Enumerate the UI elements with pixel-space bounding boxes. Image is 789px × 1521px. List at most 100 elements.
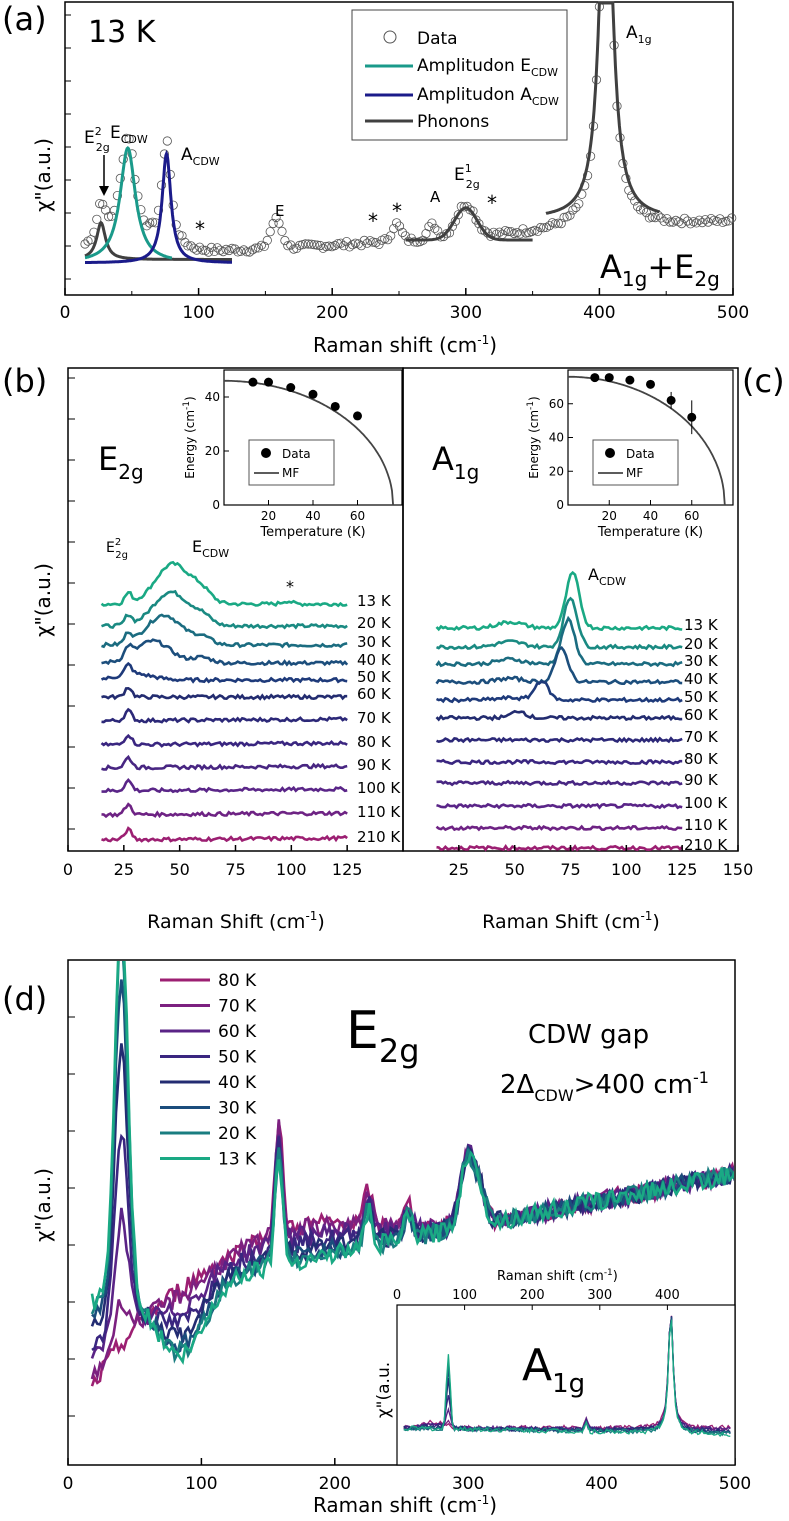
temp-label: 13 K: [684, 616, 719, 634]
inset-ylabel: Energy (cm-1): [182, 396, 197, 478]
inset-data-point: [330, 401, 340, 411]
panel-c-xlabel: Raman Shift (cm-1): [482, 909, 660, 933]
panel-b-symmetry: E2g: [98, 440, 144, 484]
data-point: [309, 240, 319, 250]
temp-label: 110 K: [684, 816, 728, 834]
data-point: [183, 241, 193, 251]
inset-x-tick-label: 200: [520, 1288, 545, 1303]
spectrum-13K: [100, 560, 348, 608]
data-point: [665, 217, 675, 227]
annot-e2g1: E1 2g: [454, 162, 480, 191]
spectrum-30K: [101, 613, 348, 649]
data-point: [488, 227, 499, 237]
data-point: [535, 222, 546, 233]
data-point: [233, 247, 243, 257]
data-point: [297, 240, 308, 250]
data-point: [300, 239, 311, 249]
panel-c-symmetry: A1g: [432, 440, 479, 484]
data-point: [242, 247, 252, 257]
temp-label: 210 K: [684, 836, 728, 854]
inset-data-point: [308, 389, 318, 399]
panel-d-symmetry: E2g: [346, 1001, 420, 1070]
data-point: [541, 222, 552, 232]
annot-star-1: *: [195, 217, 205, 241]
spectrum-70K: [436, 736, 683, 744]
x-tick-label: 100: [182, 303, 214, 323]
annot-star-2: *: [368, 209, 378, 233]
x-tick-label: 125: [332, 860, 363, 879]
inset-y-tick-label: 60: [549, 397, 564, 411]
data-point: [424, 222, 434, 232]
data-point: [333, 239, 343, 249]
data-point: [350, 238, 360, 248]
data-point: [336, 238, 346, 248]
data-point: [453, 210, 463, 220]
inset-x-tick-label: 0: [393, 1288, 401, 1303]
x-tick-label: 150: [723, 860, 754, 879]
data-point: [703, 217, 713, 227]
temp-label: 40 K: [357, 651, 392, 669]
data-point: [92, 214, 102, 224]
data-point: [227, 243, 237, 253]
inset-legend-mf: MF: [282, 466, 299, 480]
inset-data-point: [248, 377, 258, 387]
inset-data-point: [666, 395, 676, 405]
data-point: [538, 223, 549, 233]
data-point: [483, 228, 493, 238]
data-point: [283, 241, 293, 251]
data-point: [459, 202, 469, 212]
inset-legend-data: Data: [626, 447, 655, 461]
temp-label: 110 K: [357, 803, 401, 821]
temp-label: 50 K: [357, 668, 392, 686]
annot-e-phonon: E: [275, 202, 284, 220]
phonon-fit-e2g1: [405, 206, 533, 242]
x-tick-label: 0: [63, 860, 73, 879]
data-point: [133, 191, 143, 201]
inset-spectrum: [403, 1319, 731, 1438]
x-tick-label: 25: [114, 860, 134, 879]
annot-e2g2-arrowhead: [99, 186, 109, 196]
data-point: [436, 232, 446, 242]
data-point: [189, 243, 199, 253]
inset-x-tick-label: 60: [350, 509, 365, 523]
phonon-fit-a1g: [545, 1, 660, 215]
data-point: [359, 235, 369, 245]
temp-label: 30 K: [357, 633, 392, 651]
inset-y-tick-label: 20: [549, 464, 564, 478]
panel-a-xlabel: Raman shift (cm-1): [313, 333, 497, 357]
data-point: [303, 239, 313, 249]
data-point: [506, 227, 516, 237]
x-tick-label: 100: [185, 1474, 217, 1494]
legend-amp-e-label: Amplitudon ECDW: [417, 56, 558, 79]
temp-label: 50 K: [684, 688, 719, 706]
inset-data-point: [604, 373, 614, 383]
phonon-fit-low: [84, 220, 232, 261]
panel-d-ylabel: χ"(a.u.): [31, 1168, 55, 1242]
data-point: [180, 237, 190, 247]
temp-label: 70 K: [357, 709, 392, 727]
inset-data-point: [286, 383, 296, 393]
spectrum-13K: [435, 570, 683, 632]
x-tick-label: 200: [319, 1474, 351, 1494]
spectrum-90K: [101, 754, 348, 771]
panel-d-legend: 80 K 70 K 60 K 50 K 40 K 30 K 20 K 13 K: [160, 971, 257, 1170]
spectrum-60K: [101, 686, 348, 701]
data-point: [212, 243, 222, 253]
inset-y-tick-label: 0: [556, 498, 564, 512]
temp-label: 100 K: [684, 794, 728, 812]
inset-x-tick-label: 20: [261, 509, 276, 523]
spectrum-100K: [436, 802, 683, 810]
inset-y-tick-label: 0: [212, 498, 220, 512]
inset-x-tick-label: 60: [684, 509, 699, 523]
data-point: [330, 240, 340, 251]
annot-b-ecdw: ECDW: [192, 537, 229, 560]
data-point: [582, 171, 593, 181]
data-point: [218, 247, 228, 257]
inset-data-point: [625, 375, 635, 385]
data-point: [647, 212, 657, 222]
annot-c-acdw: ACDW: [588, 565, 626, 588]
x-tick-label: 200: [316, 303, 348, 323]
temp-label: 40 K: [684, 670, 719, 688]
legend-data-label: Data: [417, 29, 458, 49]
